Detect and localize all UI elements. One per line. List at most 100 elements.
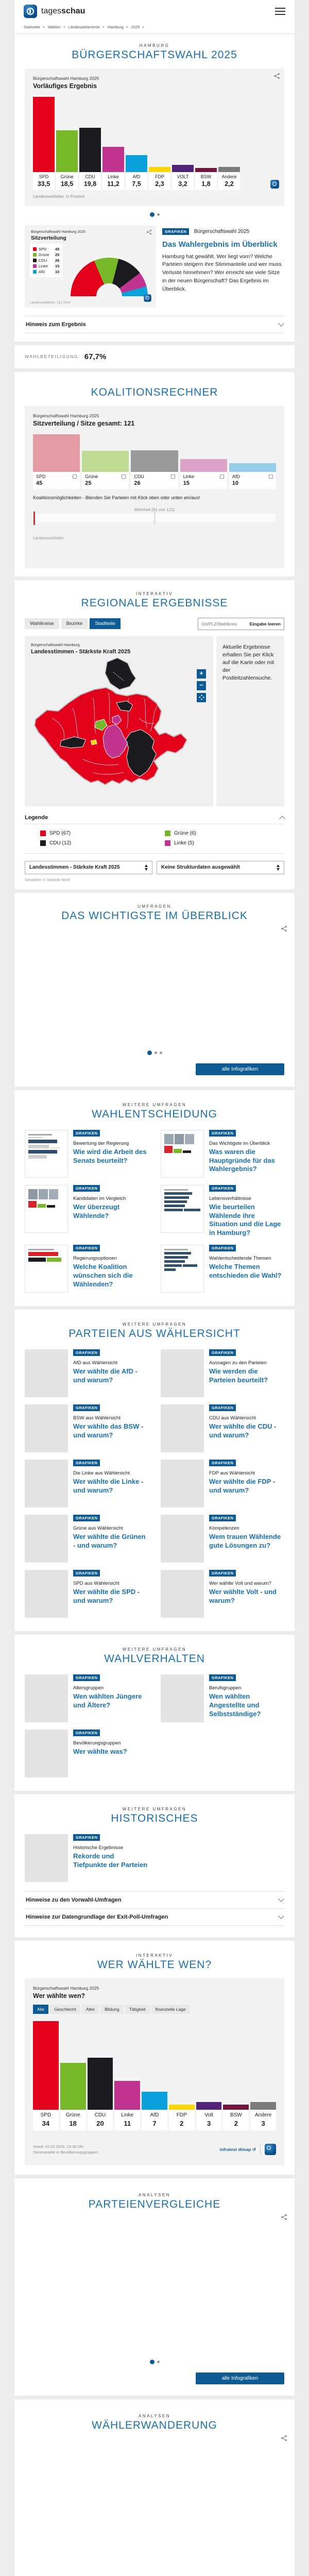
teaser-card[interactable]: GRAFIKEN Die Linke aus Wählersicht Wer w… (25, 1460, 148, 1508)
koalition-party-column[interactable]: CDU 26 (131, 434, 178, 489)
teaser-card[interactable]: GRAFIKEN Grüne aus Wählersicht Wer wählt… (25, 1515, 148, 1563)
breadcrumb-item[interactable]: Wahlen (47, 25, 61, 29)
teaser-card[interactable]: GRAFIKEN FDP aus Wählersicht Wer wählte … (161, 1460, 284, 1508)
www-bar-column[interactable]: FDP 2 (168, 2104, 195, 2130)
www-bar-column[interactable]: AfD 7 (142, 2091, 167, 2130)
group-tab[interactable]: Geschlecht (50, 2005, 80, 2014)
teaser-card[interactable]: GRAFIKEN Berufsgruppen Wen wählten Anges… (161, 1674, 284, 1723)
www-bar-column[interactable]: BSW 2 (223, 2104, 249, 2130)
teaser-card[interactable]: GRAFIKEN Wahlentscheidende Themen Welche… (161, 1245, 284, 1293)
card-title[interactable]: Welche Themen entschieden die Wahl? (209, 1263, 282, 1280)
breadcrumb-item[interactable]: Länderparlamente (68, 25, 100, 29)
teaser-card[interactable]: GRAFIKEN Kompetenzen Wem trauen Wählende… (161, 1515, 284, 1563)
carousel-dot[interactable] (154, 1051, 157, 1054)
teaser-card[interactable]: GRAFIKEN SPD aus Wählersicht Wer wählte … (25, 1570, 148, 1618)
card-title[interactable]: Wer wählte die CDU - und warum? (209, 1422, 277, 1439)
card-title[interactable]: Wer wählte die Linke - und warum? (73, 1478, 144, 1495)
party-checkbox[interactable] (170, 474, 175, 479)
map-level-tab[interactable]: Stadtteile (90, 618, 121, 630)
card-title[interactable]: Rekorde und Tiefpunkte der Parteien (73, 1852, 148, 1869)
map-level-tab[interactable]: Bezirke (61, 618, 88, 630)
party-checkbox[interactable] (219, 474, 224, 479)
www-bar-column[interactable]: CDU 20 (87, 2057, 113, 2130)
koalition-party-column[interactable]: AfD 10 (229, 434, 277, 489)
koalition-bar[interactable] (33, 434, 80, 472)
teaser-card[interactable]: GRAFIKEN Altersgruppen Wen wählten Jünge… (25, 1674, 148, 1723)
koalition-bar[interactable] (131, 450, 178, 472)
breadcrumb-item[interactable]: Hamburg (107, 25, 124, 29)
koalition-bar[interactable] (180, 459, 227, 472)
group-tab[interactable]: Alter (81, 2005, 99, 2014)
brand-title[interactable]: tagesschau (41, 7, 85, 16)
result-bar-column[interactable]: SPD 33,5 (33, 97, 55, 190)
hint-accordion[interactable]: Hinweise zur Datengrundlage der Exit-Pol… (25, 1909, 284, 1926)
result-bar-column[interactable]: AfD 7,5 (126, 155, 147, 190)
teaser-card[interactable]: GRAFIKEN Lebensverhältnisse Wie beurteil… (161, 1184, 284, 1238)
www-bar-column[interactable]: Volt 3 (196, 2102, 222, 2130)
share-icon[interactable] (146, 229, 152, 235)
group-tab[interactable]: finanzielle Lage (151, 2005, 190, 2014)
teaser-card[interactable]: GRAFIKEN BSW aus Wählersicht Wer wählte … (25, 1404, 148, 1453)
result-hint-accordion[interactable]: Hinweis zum Ergebnis (25, 315, 284, 333)
teaser-title[interactable]: Das Wahlergebnis im Überblick (162, 240, 278, 249)
koalition-party-column[interactable]: Linke 15 (180, 434, 227, 489)
card-title[interactable]: Wer wählte die SPD - und warum? (73, 1588, 140, 1605)
group-tab[interactable]: Alle (33, 2005, 49, 2014)
result-bar-column[interactable]: FDP 2,3 (149, 166, 170, 190)
teaser-card[interactable]: GRAFIKEN Aussagen zu den Parteien Wie we… (161, 1349, 284, 1398)
zoom-out-button[interactable]: − (197, 681, 206, 690)
teaser-card[interactable]: GRAFIKEN Bewertung der Regierung Wie wir… (25, 1129, 148, 1178)
group-tab[interactable]: Tätigkeit (125, 2005, 150, 2014)
koalition-party-column[interactable]: Grüne 25 (82, 434, 129, 489)
menu-icon[interactable] (275, 6, 285, 17)
structure-data-select[interactable]: Keine Strukturdaten ausgewählt (157, 860, 284, 874)
breadcrumb-item[interactable]: 2025 (131, 25, 140, 29)
card-title[interactable]: Wer wählte die Grünen - und warum? (73, 1533, 146, 1550)
legend-accordion[interactable]: Legende (25, 811, 285, 824)
www-bar-column[interactable]: Grüne 18 (60, 2062, 86, 2130)
card-title[interactable]: Wer wählte das BSW - und warum? (73, 1422, 144, 1439)
all-infographics-button[interactable]: alle Infografiken (196, 2372, 284, 2385)
teaser-card[interactable]: GRAFIKEN Bevölkerungsgruppen Wer wählte … (25, 1730, 148, 1778)
result-bar-column[interactable]: Linke 11,2 (102, 147, 124, 190)
clear-input-button[interactable]: Eingabe leeren (249, 621, 281, 626)
card-title[interactable]: Wer wählte Volt - und warum? (209, 1588, 277, 1605)
carousel-dot[interactable] (147, 1050, 152, 1055)
seat-distribution-card[interactable]: Bürgerschaftswahl Hamburg 2025 Sitzverte… (25, 225, 156, 308)
carousel-dot[interactable] (157, 213, 160, 216)
teaser-card[interactable]: GRAFIKEN AfD aus Wählersicht Wer wählte … (25, 1349, 148, 1398)
koalition-party-column[interactable]: SPD 45 (33, 434, 80, 489)
card-title[interactable]: Wer überzeugt Wählende? (73, 1202, 120, 1219)
www-bar-column[interactable]: Linke 11 (114, 2081, 141, 2130)
region-search-input[interactable] (201, 621, 246, 626)
koalition-bar[interactable] (229, 463, 277, 472)
party-checkbox[interactable] (122, 474, 126, 479)
share-icon[interactable] (281, 2214, 287, 2221)
card-title[interactable]: Wen wählten Jüngere und Ältere? (73, 1692, 142, 1709)
teaser-card[interactable]: GRAFIKEN Wer wählte Volt und warum? Wer … (161, 1570, 284, 1618)
share-icon[interactable] (273, 73, 280, 79)
share-icon[interactable] (281, 925, 287, 932)
koalition-bar[interactable] (82, 451, 129, 472)
map-metric-select[interactable]: Landesstimmen - Stärkste Kraft 2025 (25, 860, 152, 874)
party-checkbox[interactable] (269, 474, 273, 479)
carousel-dot[interactable] (149, 212, 154, 217)
carousel-dot[interactable] (159, 1051, 162, 1054)
teaser-card[interactable]: GRAFIKEN Kandidaten im Vergleich Wer übe… (25, 1184, 148, 1238)
map-level-tab[interactable]: Wahlkreise (25, 618, 59, 630)
all-infographics-button[interactable]: alle Infografiken (196, 1063, 284, 1075)
carousel-dot[interactable] (149, 2360, 154, 2365)
www-bar-column[interactable]: SPD 34 (33, 2021, 59, 2130)
card-title[interactable]: Wie wird die Arbeit des Senats beurteilt… (73, 1147, 147, 1164)
teaser-card[interactable]: GRAFIKEN Das Wichtigste im Überblick Was… (161, 1129, 284, 1178)
zoom-in-button[interactable]: + (197, 669, 206, 679)
card-title[interactable]: Wer wählte die AfD - und warum? (73, 1367, 138, 1384)
teaser-card[interactable]: GRAFIKEN CDU aus Wählersicht Wer wählte … (161, 1404, 284, 1453)
party-checkbox[interactable] (73, 474, 77, 479)
card-title[interactable]: Welche Koalition wünschen sich die Wähle… (73, 1263, 133, 1288)
breadcrumb-item[interactable]: Startseite (24, 25, 40, 29)
fullscreen-button[interactable] (197, 692, 206, 702)
share-icon[interactable] (281, 2435, 287, 2442)
card-title[interactable]: Wie beurteilen Wählende ihre Situation u… (209, 1202, 281, 1237)
result-bar-column[interactable]: BSW 1,8 (195, 167, 217, 190)
